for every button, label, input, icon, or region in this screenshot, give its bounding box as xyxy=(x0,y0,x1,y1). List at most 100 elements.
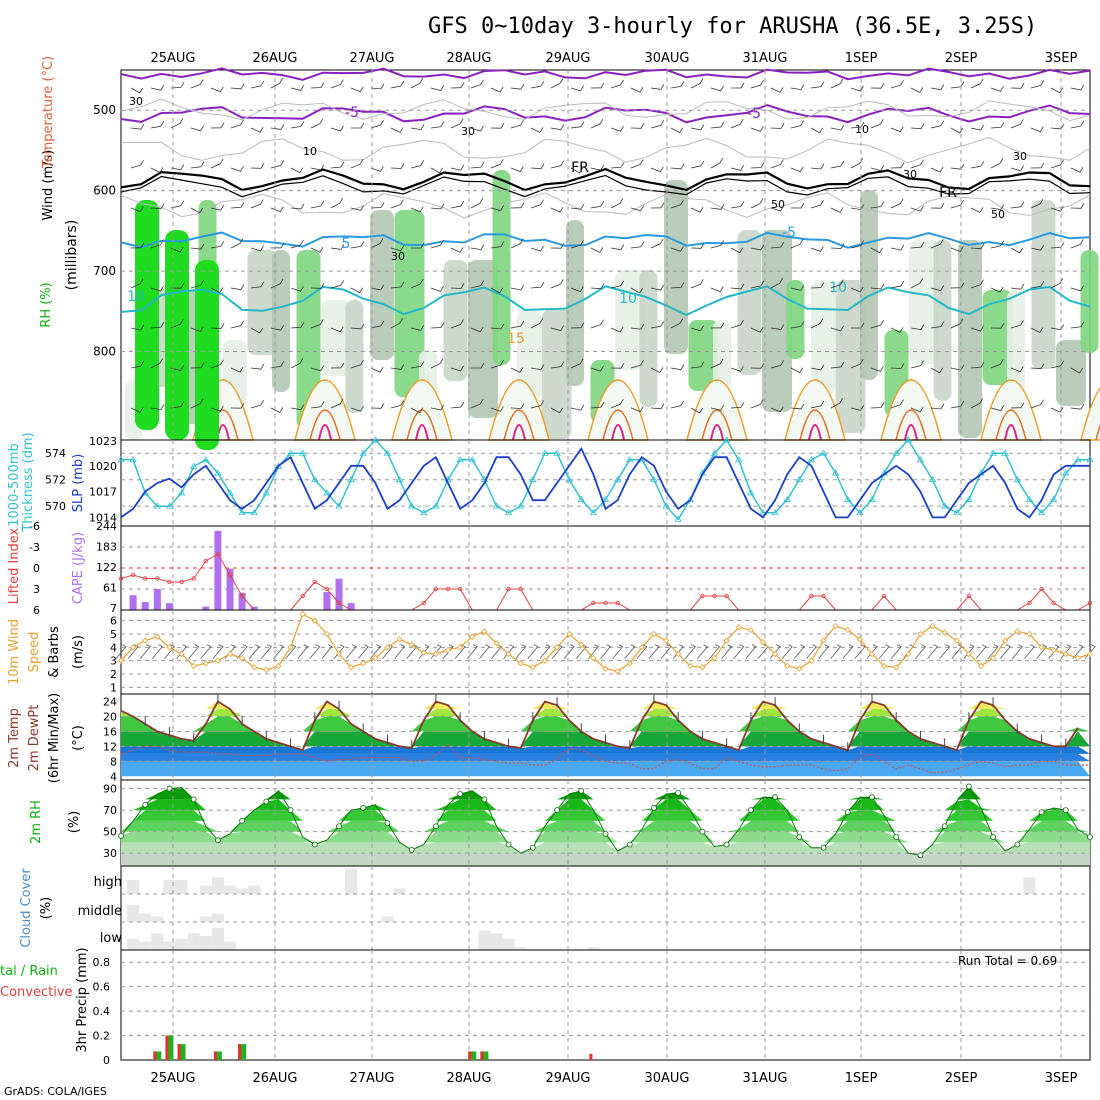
rh-shade-band xyxy=(541,310,572,439)
rh-shade-band xyxy=(1080,250,1099,353)
wind-barb xyxy=(290,167,304,174)
wind-barb xyxy=(470,79,484,89)
lifted-index-point xyxy=(191,576,196,581)
cape-label: CAPE (J/kg) xyxy=(71,532,86,604)
contour-label: 10 xyxy=(303,145,317,158)
wind-barb xyxy=(530,127,544,134)
surface-wind-barb xyxy=(830,644,842,659)
wind-barb xyxy=(550,361,565,369)
surface-wind-barb xyxy=(539,644,551,659)
wind-barb xyxy=(1010,366,1024,373)
wind-barb xyxy=(770,123,785,129)
surface-wind-barb xyxy=(321,644,333,659)
wind-barb xyxy=(530,364,545,371)
surface-wind-barb xyxy=(975,644,987,659)
cape-tick-label: 61 xyxy=(103,582,117,595)
wind-barb xyxy=(550,279,564,289)
wind-barb xyxy=(490,159,504,169)
surface-wind-barb xyxy=(1036,644,1048,659)
rh-point xyxy=(457,791,464,797)
wind-barb xyxy=(410,325,425,331)
temp-color-band xyxy=(121,709,1090,717)
cloud-bar-low xyxy=(163,941,176,950)
wind-barb xyxy=(230,402,245,409)
wind-barb xyxy=(930,321,945,329)
wind-barb xyxy=(810,81,825,89)
wind-barb xyxy=(750,198,764,209)
rh-shade-band xyxy=(247,250,278,355)
wind-barb xyxy=(290,239,304,249)
lifted-index-point xyxy=(457,586,463,592)
wind-speed-point xyxy=(372,654,379,662)
cloud-bar-low xyxy=(587,947,600,950)
wind-barb xyxy=(850,405,865,411)
thickness-point xyxy=(662,502,670,509)
thickness-point xyxy=(226,489,234,496)
wind-barb xyxy=(290,203,305,210)
wind-label-1: 10m Wind xyxy=(7,619,22,685)
wind-speed-point xyxy=(687,662,694,670)
wind-barb xyxy=(1010,83,1025,89)
wind-speed-point xyxy=(299,610,306,618)
wind-barb xyxy=(570,404,585,411)
li-tick-label: 6 xyxy=(33,604,40,617)
wind-barb xyxy=(750,126,764,132)
thickness-point xyxy=(153,502,162,509)
surface-wind-barb xyxy=(212,644,224,659)
wind-tick-label: 1 xyxy=(110,681,117,694)
thickness-point xyxy=(250,508,258,516)
thickness-point xyxy=(1025,495,1034,502)
wind-barb xyxy=(670,246,684,252)
wind-speed-point xyxy=(759,638,767,646)
wind-speed-point xyxy=(360,660,367,667)
wind-barb xyxy=(730,201,745,209)
lifted-index-label: Lifted Index xyxy=(7,527,22,604)
wind-barb xyxy=(410,361,425,369)
wind-barb xyxy=(730,283,745,290)
upper-legend-rh: RH (%) xyxy=(39,282,54,327)
wind-barb xyxy=(190,79,204,89)
surface-wind-barb xyxy=(915,644,927,659)
surface-wind-barb xyxy=(309,644,321,659)
rh-point xyxy=(408,846,415,853)
wind-barb xyxy=(650,166,664,173)
date-label-top: 30AUG xyxy=(644,51,689,66)
thickness-point xyxy=(323,489,331,496)
lifted-index-point xyxy=(700,593,705,599)
thickness-point xyxy=(1049,495,1058,502)
wind-barb xyxy=(790,238,804,249)
wind-barb xyxy=(710,240,725,249)
wind-barb xyxy=(470,326,484,333)
wind-barb xyxy=(690,78,704,89)
wind-barb xyxy=(710,286,724,293)
wind-barb xyxy=(390,281,405,289)
wind-speed-point xyxy=(578,641,585,648)
wind-barb xyxy=(470,161,485,169)
slp-line xyxy=(120,446,1090,519)
wind-barb xyxy=(350,406,364,412)
wind-barb xyxy=(570,286,584,293)
surface-wind-barb xyxy=(588,644,600,659)
wind-barb xyxy=(170,82,185,89)
wind-barb xyxy=(650,202,665,209)
wind-barb xyxy=(450,82,465,89)
rh-point xyxy=(287,807,294,813)
wind-barb xyxy=(410,160,425,169)
rh-shade-band xyxy=(1056,340,1086,406)
wind10m-frame xyxy=(120,609,1091,695)
wind-barb xyxy=(890,126,904,133)
wind-barb xyxy=(670,163,685,170)
wind-barb xyxy=(670,81,685,89)
wind-barb xyxy=(290,121,305,129)
temp-contour-minus5 xyxy=(120,104,1091,124)
wind-barb xyxy=(390,364,405,370)
wind-barb xyxy=(590,283,605,290)
wind-barb xyxy=(590,164,605,171)
thickness-point xyxy=(916,456,925,463)
thickness-point xyxy=(577,495,585,502)
cloud-bar-high xyxy=(163,880,176,894)
rh-shade-band xyxy=(860,190,878,380)
wind-barb xyxy=(650,84,665,90)
rh-tick-label: 50 xyxy=(103,826,117,839)
wind-barb xyxy=(190,161,205,169)
